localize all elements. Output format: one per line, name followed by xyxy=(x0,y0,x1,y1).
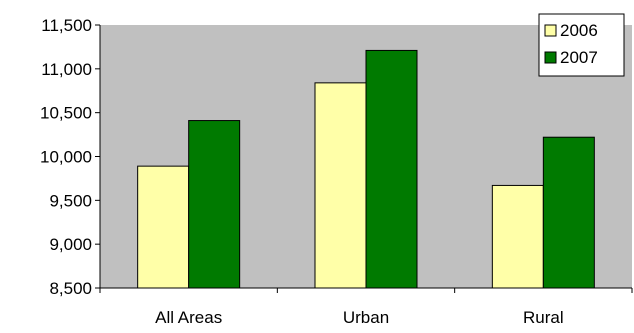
y-tick-label: 9,000 xyxy=(49,235,92,254)
x-tick-label: All Areas xyxy=(155,308,222,327)
legend-label-2006: 2006 xyxy=(560,21,598,40)
axes-group xyxy=(95,24,633,293)
x-tick-label: Urban xyxy=(343,308,389,327)
bar-2006-rural xyxy=(491,184,544,289)
legend-box xyxy=(538,13,625,77)
bar-2006-urban xyxy=(314,82,367,289)
bar-2006-all-areas xyxy=(137,165,190,289)
y-tick-label: 10,000 xyxy=(40,148,92,167)
legend: 2006 2007 xyxy=(538,13,625,77)
y-tick-label: 8,500 xyxy=(49,279,92,298)
bar-2007-urban xyxy=(365,49,418,289)
x-tick-label: Rural xyxy=(523,308,564,327)
legend-swatch-2007 xyxy=(544,51,557,64)
legend-label-2007: 2007 xyxy=(560,48,598,67)
y-tick-label: 9,500 xyxy=(49,191,92,210)
bars-group xyxy=(137,49,595,289)
legend-swatch-2006 xyxy=(544,24,557,37)
y-tick-labels: 8,500 9,000 9,500 10,000 10,500 11,000 11,500 xyxy=(40,16,92,298)
y-tick-label: 11,000 xyxy=(41,60,92,79)
bar-2007-all-areas xyxy=(188,120,241,289)
bar-2007-rural xyxy=(542,136,595,289)
y-tick-label: 10,500 xyxy=(40,104,92,123)
x-tick-labels: All Areas Urban Rural xyxy=(155,308,564,327)
y-tick-label: 11,500 xyxy=(41,16,92,35)
